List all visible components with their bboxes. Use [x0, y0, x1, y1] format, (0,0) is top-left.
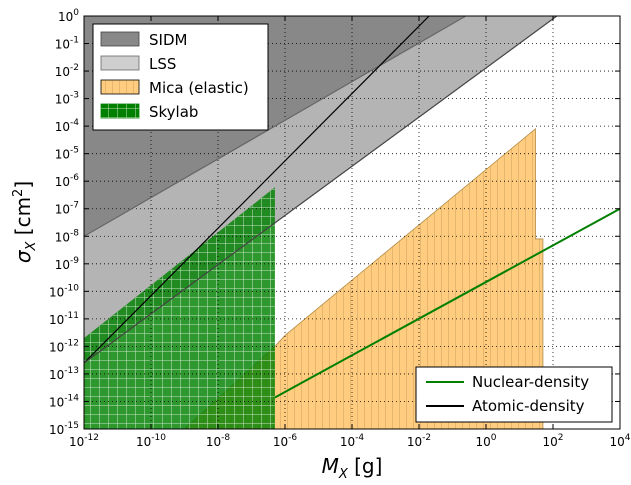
x-tick-label: 10-10	[136, 433, 166, 449]
x-tick-label: 10-4	[340, 433, 365, 449]
y-tick-label: 10-6	[55, 173, 80, 189]
line-lss-lower-boundary	[84, 16, 558, 364]
y-tick-label: 10-11	[49, 311, 79, 327]
legend-lower-box	[415, 366, 613, 423]
legend-label-lss: LSS	[149, 55, 176, 73]
plot-area	[84, 16, 620, 429]
x-tick-label: 104	[609, 433, 630, 449]
y-tick-label: 100	[58, 8, 79, 24]
legend-label-mica: Mica (elastic)	[149, 79, 249, 97]
y-tick-label: 10-7	[55, 201, 79, 217]
y-tick-label: 10-5	[55, 146, 79, 162]
x-tick-label: 10-2	[407, 433, 431, 449]
legend-label-nuclear: Nuclear-density	[472, 373, 589, 391]
legend-swatch-skylab-grid	[101, 104, 139, 118]
y-axis-label: σX [cm2]	[11, 181, 39, 263]
y-tick-label: 10-1	[55, 36, 79, 52]
x-tick-label: 100	[475, 433, 496, 449]
line-sidm-boundary	[84, 16, 467, 237]
x-tick-label: 10-8	[206, 433, 231, 449]
x-axis-label: MX [g]	[322, 454, 383, 482]
legend-swatch-lss	[100, 55, 140, 71]
region-skylab-grid	[84, 187, 275, 429]
legend-label-skylab: Skylab	[149, 103, 198, 121]
y-tick-label: 10-2	[55, 63, 79, 79]
y-tick-label: 10-13	[49, 366, 79, 382]
ticks-layer	[83, 15, 621, 430]
line-nuclear-density	[274, 207, 620, 399]
y-tick-label: 10-12	[49, 338, 79, 354]
y-tick-label: 10-15	[49, 421, 79, 437]
y-tick-label: 10-14	[49, 393, 79, 409]
legend-label-atomic: Atomic-density	[472, 397, 585, 415]
y-tick-label: 10-10	[49, 283, 79, 299]
x-tick-labels: 10-12 10-10 10-8 10-6 10-4 10-2 100 102 104	[69, 433, 631, 449]
legend-lower: Nuclear-density Atomic-density	[415, 366, 613, 423]
lines-layer	[84, 16, 620, 399]
x-tick-label: 10-12	[69, 433, 99, 449]
x-tick-label: 10-6	[273, 433, 298, 449]
y-tick-labels: 10-15 10-14 10-13 10-12 10-11 10-10 10-9 10-8 10…	[49, 8, 79, 437]
legend-swatch-mica-hatch	[101, 80, 139, 94]
y-tick-label: 10-9	[55, 256, 80, 272]
legend-label-sidm: SIDM	[149, 31, 187, 49]
legend-swatch-sidm	[100, 31, 140, 47]
y-tick-label: 10-3	[55, 91, 79, 107]
y-tick-label: 10-4	[55, 118, 80, 134]
y-tick-label: 10-8	[55, 228, 80, 244]
line-atomic-density	[84, 16, 430, 364]
grid-layer	[84, 16, 620, 429]
x-tick-label: 102	[542, 433, 563, 449]
legend-upper: SIDM LSS Mica (elastic) Skylab	[92, 23, 269, 131]
